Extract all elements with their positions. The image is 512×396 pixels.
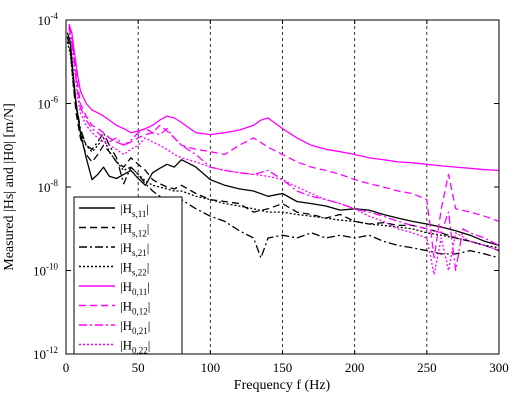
legend-label: |H0,11| (120, 279, 150, 297)
y-axis-label: Measured |Hs| and |H0| [m/N] (2, 103, 17, 271)
series-line (68, 29, 499, 276)
y-tick-label: 10-8 (38, 178, 59, 195)
x-tick-label: 250 (417, 360, 437, 375)
series-line (68, 26, 499, 259)
axis-ticks: 0 50 100 150 200 250 300 10-4 10-6 10-8 10-10 10-12 (33, 11, 509, 375)
y-tick-label: 10-4 (38, 11, 59, 28)
legend-label: |H0,22| (120, 338, 150, 356)
x-axis-label: Frequency f (Hz) (234, 378, 331, 393)
y-tick-label: 10-6 (38, 95, 59, 112)
x-tick-label: 300 (489, 360, 509, 375)
series-line (66, 41, 499, 249)
x-tick-label: 0 (63, 360, 70, 375)
legend-label: |Hs,11| (120, 201, 149, 219)
legend-label: |Hs,12| (120, 221, 149, 239)
x-tick-label: 200 (345, 360, 365, 375)
series-line (66, 32, 499, 247)
legend-label: |H0,12| (120, 299, 150, 317)
x-tick-label: 100 (201, 360, 221, 375)
plot-area (66, 23, 499, 276)
y-tick-label: 10-12 (33, 345, 58, 362)
legend-label: |Hs,22| (120, 260, 149, 278)
y-tick-label: 10-10 (33, 262, 58, 279)
legend-box (73, 196, 183, 355)
legend-label: |H0,21| (120, 318, 150, 336)
x-tick-label: 150 (273, 360, 293, 375)
series-line (66, 36, 499, 259)
series-line (66, 36, 499, 252)
x-tick-label: 50 (132, 360, 145, 375)
series-line (68, 26, 499, 272)
legend: |Hs,11| |Hs,12||Hs,21| |Hs,22||H0,11| |H0,1… (73, 196, 183, 356)
series-line (68, 23, 499, 172)
legend-label: |Hs,21| (120, 240, 149, 258)
